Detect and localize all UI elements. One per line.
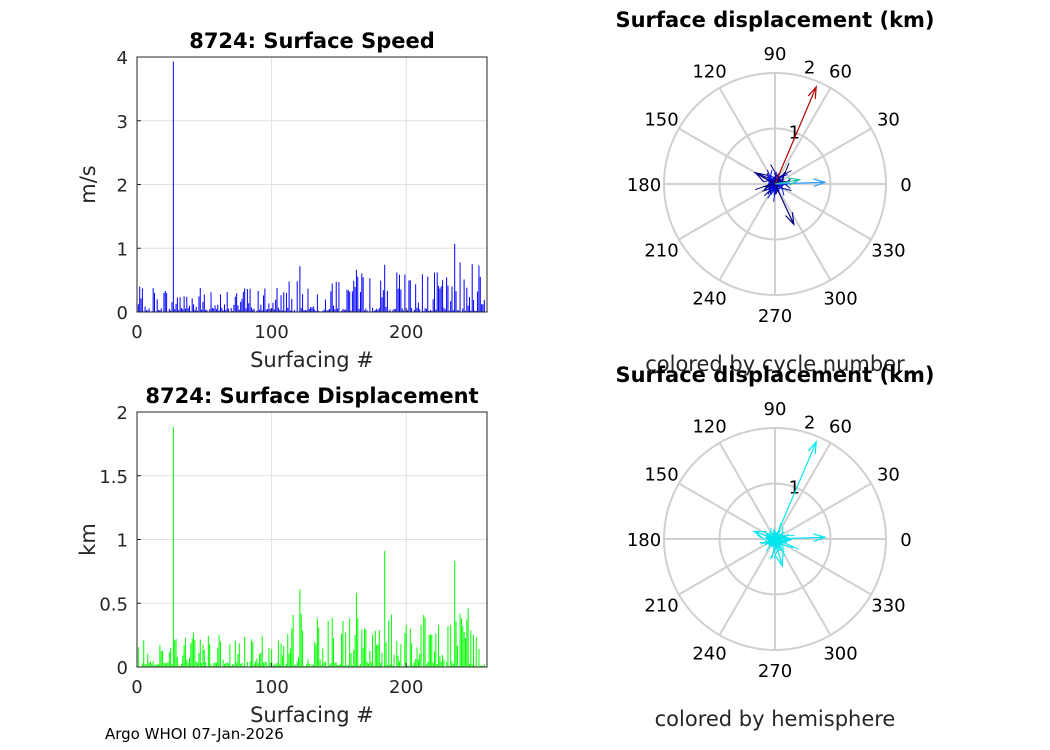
- displacement-vector: [768, 543, 774, 546]
- chart-caption: colored by hemisphere: [655, 707, 896, 731]
- displacement-vector: [768, 186, 773, 190]
- x-tick-label: 100: [254, 322, 288, 343]
- displacement-vector: [759, 541, 776, 544]
- vector-arrowhead: [807, 85, 817, 99]
- vector-arrowhead: [785, 212, 795, 226]
- theta-tick-label: 300: [823, 288, 857, 309]
- theta-tick-label: 0: [900, 530, 911, 551]
- chart-title: 8724: Surface Displacement: [145, 384, 478, 408]
- y-tick-label: 2: [117, 176, 128, 197]
- y-tick-label: 1: [117, 531, 128, 552]
- theta-tick-label: 60: [829, 62, 852, 83]
- r-tick-label: 1: [789, 478, 800, 499]
- theta-tick-label: 210: [644, 596, 678, 617]
- footer-text: Argo WHOI 07-Jan-2026: [105, 725, 284, 743]
- y-tick-label: 2: [117, 403, 128, 424]
- displacement-vector: [767, 183, 773, 188]
- vector-arrowhead: [813, 533, 827, 542]
- theta-tick-label: 270: [758, 306, 792, 327]
- displacement-vector: [774, 536, 825, 540]
- theta-tick-label: 0: [900, 175, 911, 196]
- displacement-vector: [774, 532, 784, 540]
- x-tick-label: 0: [131, 322, 142, 343]
- displacement-vector: [755, 183, 771, 191]
- x-axis-label: Surfacing #: [250, 703, 374, 727]
- displacement-vector: [753, 530, 776, 540]
- theta-tick-label: 90: [764, 44, 787, 65]
- displacement-vector: [774, 538, 783, 566]
- displacement-vector: [780, 539, 792, 544]
- displacement-vector: [771, 173, 788, 182]
- theta-tick-label: 30: [877, 110, 900, 131]
- theta-tick-label: 120: [692, 62, 726, 83]
- r-tick-label: 2: [804, 57, 815, 78]
- polar-chart-3: 0 30 60 90 120 150 180 210 240 270 300 330 1 2 Surface…: [615, 363, 934, 731]
- theta-tick-label: 30: [877, 465, 900, 486]
- vector-arrowhead: [787, 177, 802, 186]
- theta-tick-label: 330: [871, 596, 905, 617]
- displacement-vector: [773, 542, 781, 559]
- y-tick-label: 4: [117, 48, 128, 69]
- x-tick-label: 200: [389, 322, 423, 343]
- displacement-vector: [774, 179, 800, 185]
- y-tick-label: 0: [117, 303, 128, 324]
- chart-title: 8724: Surface Speed: [189, 29, 435, 53]
- vector-arrowhead: [807, 440, 817, 454]
- displacement-vector: [774, 441, 817, 540]
- displacement-vector: [775, 538, 786, 556]
- x-tick-label: 0: [131, 677, 142, 698]
- theta-tick-label: 120: [692, 417, 726, 438]
- displacement-vector: [778, 179, 783, 183]
- bar-chart-0: 0 100 200 0 1 2 3 4 8724: Surface Speed Surfacing…: [76, 29, 488, 372]
- theta-tick-label: 270: [758, 661, 792, 682]
- y-tick-label: 1.5: [99, 467, 128, 488]
- x-axis-label: Surfacing #: [250, 348, 374, 372]
- displacement-vector: [774, 86, 817, 185]
- r-tick-label: 1: [789, 123, 800, 144]
- vector-arrowhead: [775, 553, 784, 568]
- polar-chart-1: 0 30 60 90 120 150 180 210 240 270 300 330 1 2 Surface…: [615, 8, 934, 376]
- vector-arrowhead: [752, 530, 767, 540]
- vector-arrowhead: [754, 171, 768, 183]
- chart-title: Surface displacement (km): [615, 8, 934, 32]
- y-tick-label: 1: [117, 239, 128, 260]
- chart-caption: colored by cycle number: [645, 352, 905, 376]
- theta-tick-label: 60: [829, 417, 852, 438]
- theta-tick-label: 210: [644, 241, 678, 262]
- theta-tick-label: 90: [764, 399, 787, 420]
- theta-tick-label: 330: [871, 241, 905, 262]
- displacement-vector: [781, 187, 785, 196]
- theta-tick-label: 180: [627, 530, 661, 551]
- y-tick-label: 0: [117, 658, 128, 679]
- displacement-vector: [781, 187, 792, 192]
- y-axis-label: m/s: [76, 165, 100, 203]
- x-tick-label: 100: [254, 677, 288, 698]
- theta-tick-label: 240: [692, 288, 726, 309]
- displacement-vector: [774, 183, 795, 225]
- theta-tick-label: 180: [627, 175, 661, 196]
- displacement-vector: [773, 188, 776, 202]
- displacement-vector: [765, 530, 770, 540]
- displacement-vector: [767, 533, 772, 537]
- displacement-vector: [770, 164, 783, 184]
- chart-title: Surface displacement (km): [615, 363, 934, 387]
- displacement-vector: [755, 172, 776, 185]
- y-axis-label: km: [76, 523, 100, 556]
- bar-chart-2: 0 100 200 0 0.5 1 1.5 2 8724: Surface Displaceme…: [76, 384, 488, 727]
- displacement-vector: [774, 181, 825, 185]
- theta-tick-label: 240: [692, 643, 726, 664]
- y-tick-label: 0.5: [99, 594, 128, 615]
- displacement-vector: [780, 178, 791, 188]
- theta-tick-label: 150: [644, 465, 678, 486]
- theta-tick-label: 150: [644, 110, 678, 131]
- theta-tick-label: 300: [823, 643, 857, 664]
- vector-arrowhead: [813, 178, 827, 187]
- r-tick-label: 2: [804, 412, 815, 433]
- y-tick-label: 3: [117, 112, 128, 133]
- x-tick-label: 200: [389, 677, 423, 698]
